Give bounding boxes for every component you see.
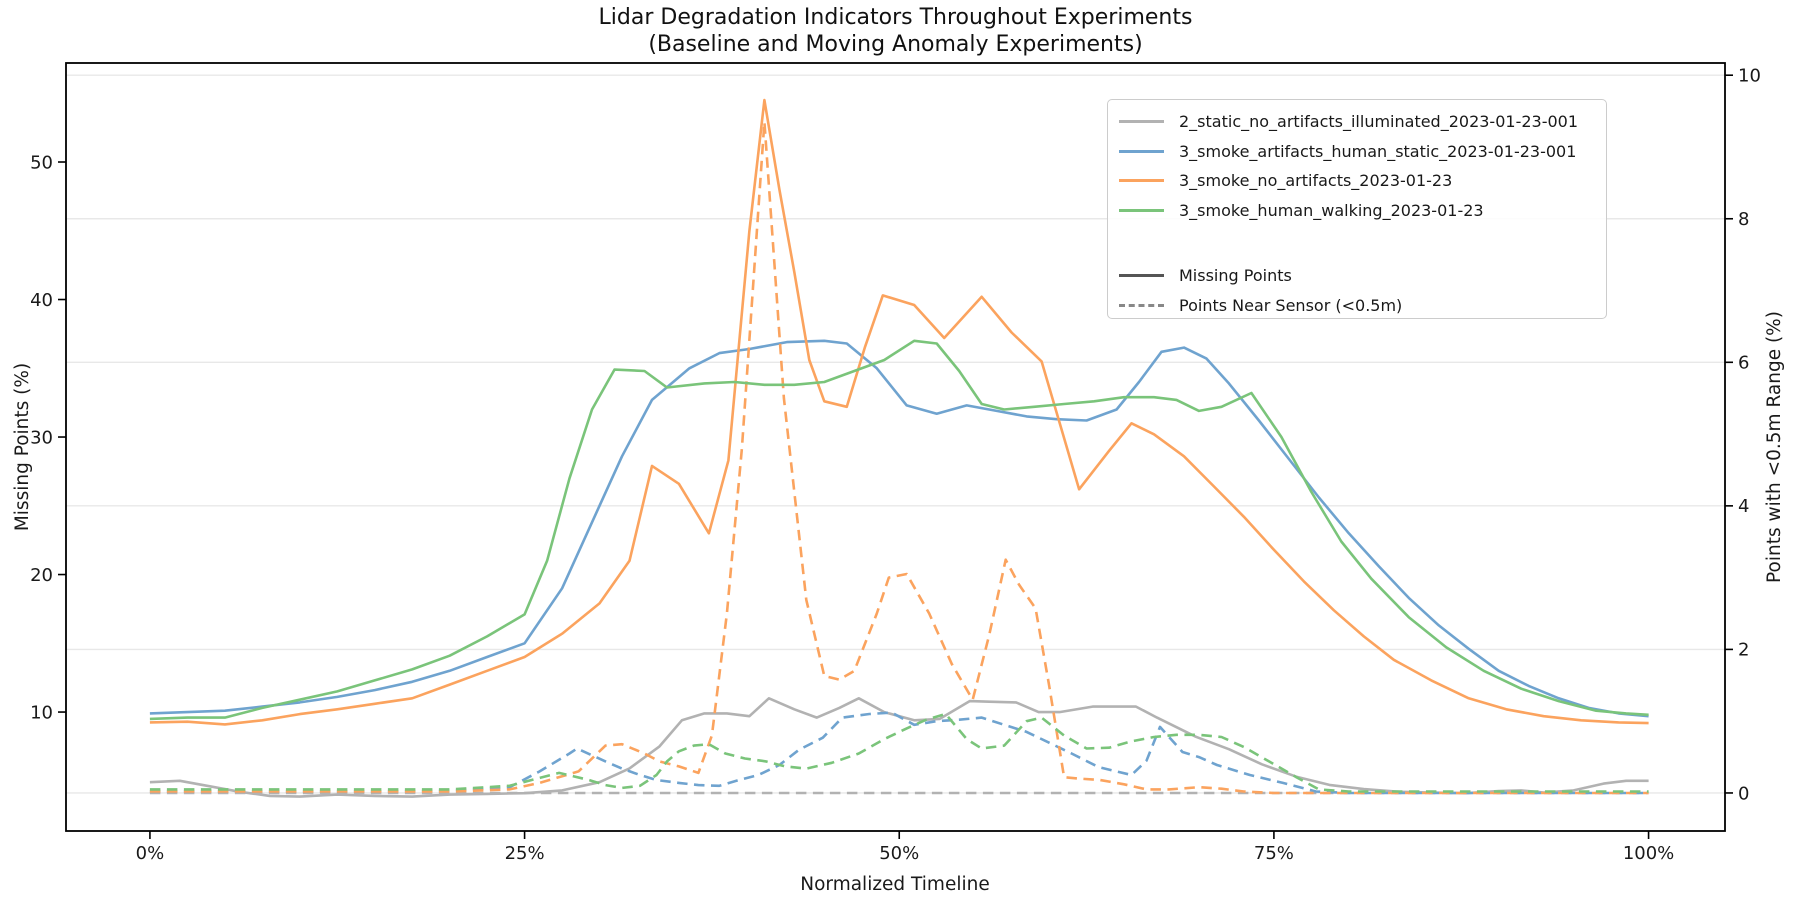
legend-series-3: 3_smoke_human_walking_2023-01-23: [1108, 196, 1606, 226]
x-tick-label-0%: 0%: [136, 843, 165, 864]
right-tick-label-6: 6: [1738, 353, 1749, 374]
left-tick-label-30: 30: [30, 427, 53, 448]
left-y-axis-label: Missing Points (%): [12, 363, 33, 531]
series-line-smoke-no-artifacts-missing: [149, 98, 1649, 726]
legend-series-0-label: 2_static_no_artifacts_illuminated_2023-0…: [1179, 112, 1579, 132]
legend-mode-0-swatch: [1119, 274, 1164, 278]
right-y-axis-label: Points with <0.5m Range (%): [1764, 311, 1785, 583]
series-line-smoke-human-walking-near: [149, 712, 1649, 793]
legend-series-1: 3_smoke_artifacts_human_static_2023-01-2…: [1108, 137, 1606, 167]
legend-series-2-label: 3_smoke_no_artifacts_2023-01-23: [1179, 171, 1453, 191]
left-tick-label-50: 50: [30, 152, 53, 173]
left-tick-label-20: 20: [30, 565, 53, 586]
series-line-smoke-artifacts-human-static-near: [149, 711, 1649, 795]
series-line-smoke-artifacts-human-static-missing: [149, 339, 1649, 718]
left-tick-labels: 10 20 30 40 50: [30, 152, 53, 723]
legend-series-3-swatch: [1119, 208, 1164, 212]
axis-ticks: [58, 74, 1733, 839]
legend-series-1-swatch: [1119, 149, 1164, 153]
legend-mode-0-label: Missing Points: [1179, 266, 1292, 286]
legend-mode-0: Missing Points: [1108, 261, 1606, 291]
x-tick-label-100%: 100%: [1623, 843, 1674, 864]
series-line-static-illuminated-missing: [149, 696, 1649, 798]
plot-frame: [65, 62, 1726, 832]
right-tick-label-0: 0: [1738, 783, 1749, 804]
series-lines: [149, 98, 1649, 798]
x-tick-label-25%: 25%: [505, 843, 545, 864]
chart-title: Lidar Degradation Indicators Throughout …: [66, 4, 1725, 58]
x-tick-labels: 0% 25% 50% 75% 100%: [136, 843, 1675, 864]
left-tick-label-10: 10: [30, 702, 53, 723]
chart-title-line2: (Baseline and Moving Anomaly Experiments…: [648, 32, 1143, 57]
x-axis-label: Normalized Timeline: [800, 874, 989, 895]
legend: 2_static_no_artifacts_illuminated_2023-0…: [1107, 99, 1607, 319]
legend-series-2: 3_smoke_no_artifacts_2023-01-23: [1108, 166, 1606, 196]
legend-series-3-label: 3_smoke_human_walking_2023-01-23: [1179, 200, 1484, 220]
legend-mode-1: Points Near Sensor (<0.5m): [1108, 291, 1606, 321]
x-tick-label-75%: 75%: [1254, 843, 1294, 864]
series-line-smoke-no-artifacts-near: [149, 120, 1649, 795]
chart-title-line1: Lidar Degradation Indicators Throughout …: [598, 5, 1193, 30]
legend-spacer: [1108, 225, 1606, 261]
right-tick-label-2: 2: [1738, 640, 1749, 661]
legend-series-2-swatch: [1119, 179, 1164, 183]
series-line-smoke-human-walking-missing: [149, 339, 1649, 721]
right-tick-label-4: 4: [1738, 496, 1749, 517]
legend-series-1-label: 3_smoke_artifacts_human_static_2023-01-2…: [1179, 141, 1577, 161]
left-tick-label-40: 40: [30, 290, 53, 311]
legend-series-0: 2_static_no_artifacts_illuminated_2023-0…: [1108, 107, 1606, 137]
legend-series-0-swatch: [1119, 120, 1164, 124]
legend-mode-1-swatch: [1119, 303, 1164, 307]
right-tick-label-8: 8: [1738, 209, 1749, 230]
right-tick-labels: 0 2 4 6 8 10: [1738, 66, 1761, 805]
x-tick-label-50%: 50%: [879, 843, 919, 864]
right-tick-label-10: 10: [1738, 66, 1761, 87]
legend-mode-1-label: Points Near Sensor (<0.5m): [1179, 295, 1403, 315]
